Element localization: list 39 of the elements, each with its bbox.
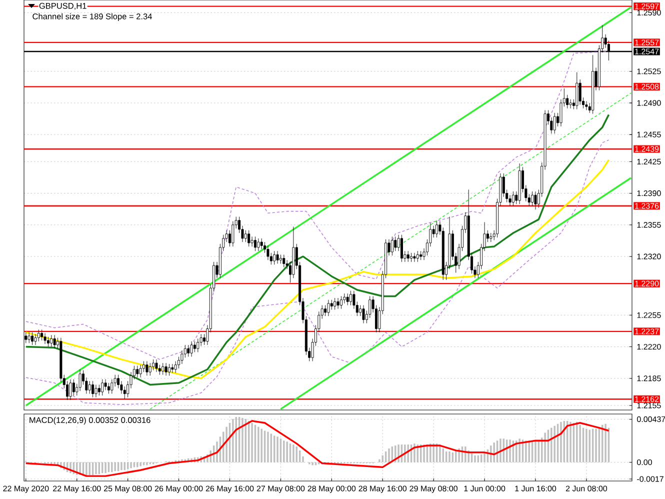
ref-line-label: 1.2162 [635,396,659,402]
y-tick-label: 1.2255 [637,312,661,318]
ref-line-label: 1.2597 [635,3,659,10]
x-tick-label: 29 May 08:00 [410,486,458,493]
ref-line-label: 1.2547 [635,48,659,54]
y-tick-label: 1.2490 [637,100,661,106]
x-tick-label: 2 Jun 08:00 [566,486,608,492]
x-tick-label: 25 May 08:00 [104,486,152,493]
x-tick-label: 1 Jun 16:00 [515,486,556,492]
ref-line-label: 1.2290 [635,280,659,286]
ref-line-label: 1.2439 [635,146,659,152]
chart-title: GBPUSD,H1 [39,2,86,10]
x-tick-label: 27 May 08:00 [256,486,305,493]
x-tick-label: 26 May 16:00 [206,486,254,493]
ref-line-label: 1.2557 [635,40,659,46]
ref-line-label: 1.2237 [635,328,659,334]
y-tick-label: 1.2425 [637,158,661,164]
y-tick-label: 0.00437 [637,416,665,422]
x-tick-label: 22 May 16:00 [53,486,101,493]
x-tick-label: 28 May 16:00 [358,486,407,493]
x-tick-label: 26 May 00:00 [154,486,203,493]
y-tick-label: 1.2355 [637,222,661,228]
x-tick-label: 28 May 00:00 [308,486,356,493]
y-tick-label: 1.2185 [637,376,661,382]
y-tick-label: 1.2455 [637,132,661,138]
x-tick-label: 1 Jun 00:00 [464,486,506,492]
ref-line-label: 1.2376 [635,203,659,209]
chart-title: MACD(12,26,9) 0.00352 0.00316 [30,416,150,425]
y-tick-label: 1.2525 [637,68,661,74]
y-tick-label: 1.2155 [637,402,661,408]
y-tick-label: 1.2320 [637,254,661,260]
y-tick-label: 1.2590 [637,10,661,16]
x-tick-label: 22 May 2020 [3,486,49,493]
y-tick-label: 1.2220 [637,344,661,350]
text: Channel size = 189 Slope = 2.34 [32,13,152,21]
y-tick-label: 1.2390 [637,190,661,196]
y-tick-label: -0.0017 [637,476,664,482]
y-tick-label: 0.00 [637,459,652,466]
ref-line-label: 1.2508 [635,84,659,90]
